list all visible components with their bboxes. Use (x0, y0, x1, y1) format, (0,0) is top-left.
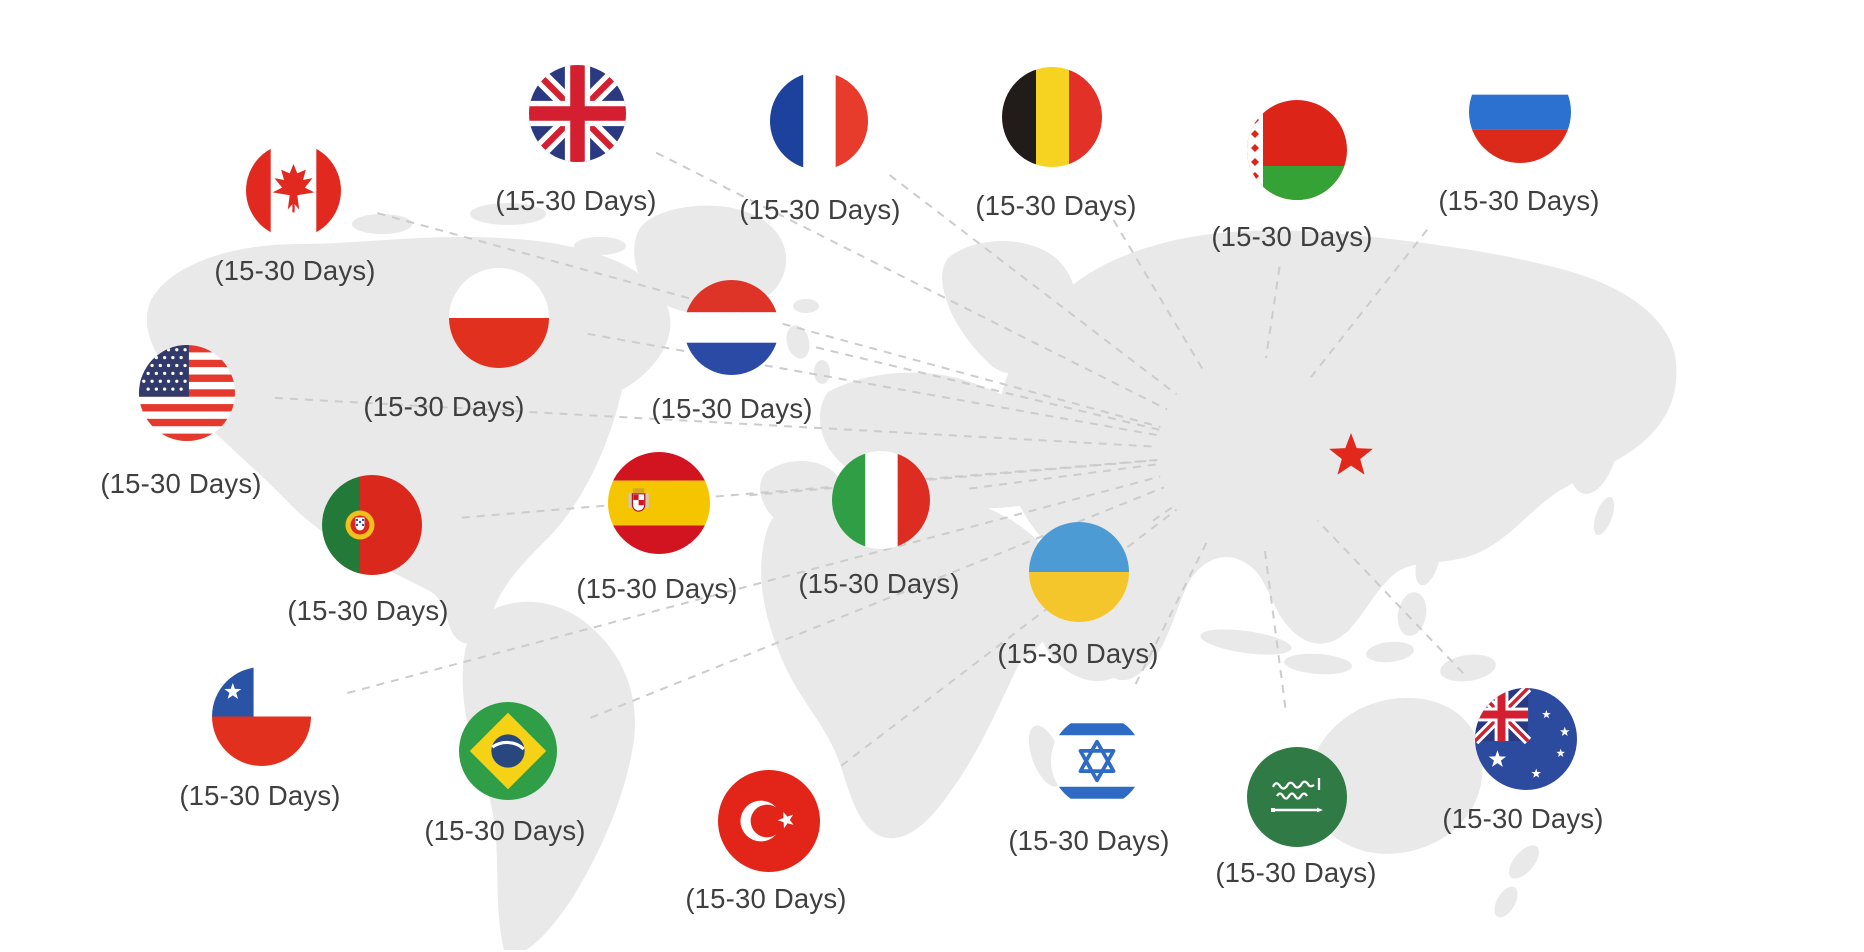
flag-israel-icon (1051, 715, 1143, 807)
shipping-time-label-netherlands: (15-30 Days) (651, 393, 813, 424)
flag-ukraine-icon (1029, 522, 1129, 622)
flag-belarus-icon (1247, 100, 1347, 200)
shipping-time-label-france: (15-30 Days) (739, 194, 901, 225)
flag-australia-icon (1475, 688, 1577, 790)
shipping-time-label-belarus: (15-30 Days) (1211, 221, 1373, 252)
flag-turkey-icon (718, 770, 820, 872)
route-line-spain (749, 459, 1158, 497)
flag-saudi-arabia-icon (1247, 747, 1347, 847)
flag-portugal-icon (322, 475, 422, 575)
route-line-australia (1316, 520, 1464, 674)
shipping-time-label-saudi-arabia: (15-30 Days) (1215, 857, 1377, 888)
flag-chile-icon (211, 666, 311, 766)
shipping-time-label-spain: (15-30 Days) (576, 573, 738, 604)
shipping-time-label-italy: (15-30 Days) (798, 568, 960, 599)
route-line-france (889, 174, 1178, 396)
shipping-time-label-russia: (15-30 Days) (1438, 185, 1600, 216)
route-line-poland (587, 332, 1159, 437)
route-line-belarus (1265, 266, 1281, 359)
route-line-israel (1134, 536, 1211, 685)
shipping-time-label-belgium: (15-30 Days) (975, 190, 1137, 221)
shipping-time-label-portugal: (15-30 Days) (287, 595, 449, 626)
shipping-time-label-turkey: (15-30 Days) (685, 883, 847, 914)
flag-poland-icon (449, 268, 549, 368)
route-line-ukraine (1152, 505, 1175, 522)
route-line-uk (655, 151, 1168, 411)
flag-italy-icon (832, 451, 930, 549)
shipping-time-label-chile: (15-30 Days) (179, 780, 341, 811)
shipping-time-label-australia: (15-30 Days) (1442, 803, 1604, 834)
shipping-time-label-usa: (15-30 Days) (100, 468, 262, 499)
shipping-time-label-canada: (15-30 Days) (214, 255, 376, 286)
flag-uk-icon (528, 64, 626, 162)
route-line-chile (347, 475, 1161, 694)
origin-star-icon (1329, 433, 1373, 475)
shipping-time-label-uk: (15-30 Days) (495, 185, 657, 216)
shipping-time-label-israel: (15-30 Days) (1008, 825, 1170, 856)
flag-france-icon (770, 72, 868, 170)
shipping-time-label-brazil: (15-30 Days) (424, 815, 586, 846)
route-line-usa (274, 396, 1158, 448)
flag-netherlands-icon (683, 279, 779, 375)
flag-russia-icon (1469, 61, 1571, 163)
shipping-time-label-ukraine: (15-30 Days) (997, 638, 1159, 669)
route-line-saudi-arabia (1263, 546, 1287, 708)
flag-spain-icon (608, 452, 710, 554)
route-line-italy (969, 463, 1158, 490)
route-line-portugal (461, 458, 1158, 519)
flag-usa-icon (139, 345, 235, 441)
flag-canada-icon (245, 142, 341, 238)
flag-brazil-icon (459, 702, 557, 800)
flag-belgium-icon (1002, 67, 1102, 167)
route-line-russia (1310, 229, 1428, 379)
route-line-netherlands (815, 346, 1160, 431)
shipping-time-label-poland: (15-30 Days) (363, 391, 525, 422)
